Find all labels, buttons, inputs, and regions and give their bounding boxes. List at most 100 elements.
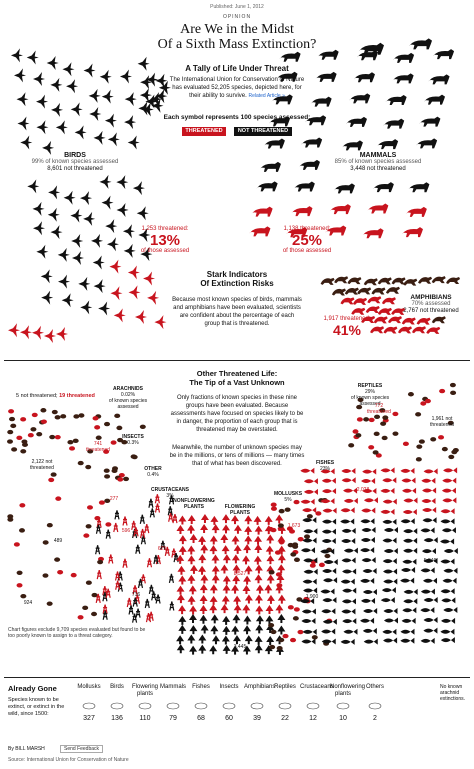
mammal-icon: [408, 38, 432, 50]
plant-icon: [232, 635, 241, 645]
fish-icon: [300, 498, 315, 505]
plant-icon: [275, 584, 284, 594]
crustacean-icon: [97, 559, 104, 565]
fish-icon: [421, 477, 436, 484]
mollusk-icon: [293, 499, 300, 505]
mammal-icon: [383, 118, 405, 129]
related-article-link[interactable]: Related Article »: [248, 93, 285, 99]
plant-icon: [209, 595, 218, 605]
bird-icon: [71, 233, 84, 248]
mollusk-icon: [286, 526, 293, 531]
reptile-icon: [382, 415, 389, 420]
fish-icon: [362, 568, 377, 575]
insect-icon: [118, 472, 125, 478]
plant-icon: [220, 534, 229, 544]
fish-icon: [383, 527, 398, 534]
mollusks-not: 1,900: [305, 594, 319, 600]
plant-icon: [231, 625, 240, 635]
fern-icon: [132, 597, 138, 607]
fish-icon: [443, 567, 458, 574]
plant-icon: [188, 585, 197, 595]
plant-icon: [232, 564, 241, 574]
mollusk-icon: [290, 552, 297, 557]
extinct-col-label: Crustaceans: [300, 684, 334, 690]
fish-icon: [341, 557, 356, 564]
insect-icon: [48, 477, 55, 483]
bird-icon: [83, 211, 96, 226]
bird-icon: [74, 125, 87, 140]
plant-icon: [277, 625, 286, 635]
mammal-icon: [301, 137, 323, 148]
reptile-icon: [439, 388, 446, 394]
mammal-icon: [428, 74, 450, 85]
fish-icon: [383, 578, 398, 585]
fish-icon: [303, 568, 318, 575]
fern-icon: [95, 593, 101, 604]
mollusk-icon: [315, 511, 322, 516]
mammal-icon: [372, 182, 394, 193]
fern-icon: [155, 594, 161, 604]
fish-icon: [423, 468, 438, 475]
bird-icon: [139, 88, 152, 103]
crustacean-icon: [16, 570, 23, 575]
page-title-line1: Are We in the Midst: [180, 22, 294, 37]
plant-icon: [222, 575, 231, 585]
fish-icon: [301, 618, 316, 625]
fern-icon: [149, 508, 155, 518]
extinct-col-count: 12: [309, 715, 317, 722]
bird-icon: [44, 328, 56, 343]
mammal-icon: [298, 159, 320, 170]
plant-icon: [253, 515, 262, 525]
bird-icon: [70, 208, 83, 223]
insect-icon: [36, 431, 43, 437]
fish-icon: [303, 557, 318, 564]
plant-icon: [178, 624, 187, 634]
plant-icon: [198, 634, 207, 644]
fish-icon: [381, 587, 396, 594]
fish-icon: [402, 487, 417, 494]
crustacean-icon: [86, 505, 93, 510]
amphibian-icon: [320, 277, 335, 285]
reptiles-label: REPTILES 29% of known species assessed: [350, 383, 390, 407]
plant-icon: [198, 644, 207, 654]
reptile-icon: [415, 457, 422, 462]
send-feedback-button[interactable]: Send Feedback: [60, 745, 104, 753]
amphibian-icon: [418, 276, 433, 284]
amphibians-threat-label: 1,917 threatened: 41%: [323, 316, 371, 338]
fish-icon: [400, 518, 415, 525]
mollusk-icon: [293, 607, 300, 612]
amphibian-icon: [344, 287, 359, 295]
fish-icon: [320, 498, 335, 505]
reptile-icon: [352, 429, 359, 434]
fish-icon: [400, 467, 415, 474]
plant-icon: [264, 584, 273, 594]
fish-icon: [363, 607, 378, 614]
plant-icon: [198, 554, 207, 564]
plant-icon: [255, 624, 264, 634]
insect-icon: [139, 424, 146, 430]
fish-icon: [423, 597, 438, 604]
bird-icon: [147, 290, 160, 305]
bird-icon: [8, 323, 20, 338]
crustacean-icon: [91, 592, 98, 598]
fish-icon: [362, 588, 377, 595]
mollusk-icon: [276, 646, 283, 651]
bird-icon: [132, 181, 145, 196]
crustacean-icon: [82, 605, 89, 611]
mammal-icon: [362, 228, 384, 239]
fish-icon: [440, 518, 455, 525]
bird-icon: [116, 202, 129, 217]
extinct-col-label: Nonflowering plants: [330, 684, 366, 697]
reptile-icon: [373, 431, 380, 437]
bird-icon: [92, 255, 105, 270]
insect-icon: [121, 440, 128, 445]
tally-heading: A Tally of Life Under Threat: [185, 64, 289, 73]
mammal-icon: [393, 52, 415, 63]
fern-icon: [105, 529, 111, 539]
amphibian-icon: [377, 307, 392, 315]
bird-icon: [50, 77, 63, 92]
mammal-icon: [385, 94, 407, 105]
fern-icon: [146, 558, 153, 568]
crustacean-icon: [7, 517, 14, 522]
fish-icon: [400, 637, 415, 644]
